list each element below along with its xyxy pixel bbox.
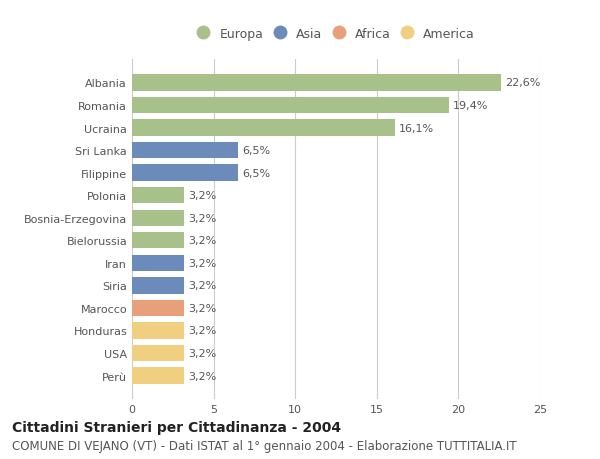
Text: 3,2%: 3,2%: [188, 371, 217, 381]
Text: 3,2%: 3,2%: [188, 348, 217, 358]
Text: 3,2%: 3,2%: [188, 303, 217, 313]
Bar: [132, 120, 395, 136]
Bar: [132, 255, 184, 271]
Bar: [132, 165, 238, 181]
Bar: [132, 345, 184, 361]
Bar: [132, 188, 184, 204]
Bar: [132, 323, 184, 339]
Text: 3,2%: 3,2%: [188, 213, 217, 223]
Text: 16,1%: 16,1%: [399, 123, 434, 133]
Text: 3,2%: 3,2%: [188, 258, 217, 268]
Text: 6,5%: 6,5%: [242, 168, 270, 178]
Legend: Europa, Asia, Africa, America: Europa, Asia, Africa, America: [194, 25, 478, 43]
Bar: [132, 210, 184, 226]
Text: Cittadini Stranieri per Cittadinanza - 2004: Cittadini Stranieri per Cittadinanza - 2…: [12, 420, 341, 434]
Text: 3,2%: 3,2%: [188, 281, 217, 291]
Bar: [132, 233, 184, 249]
Text: 3,2%: 3,2%: [188, 326, 217, 336]
Text: 6,5%: 6,5%: [242, 146, 270, 156]
Bar: [132, 143, 238, 159]
Bar: [132, 368, 184, 384]
Bar: [132, 98, 449, 114]
Bar: [132, 278, 184, 294]
Bar: [132, 300, 184, 316]
Text: 19,4%: 19,4%: [452, 101, 488, 111]
Text: COMUNE DI VEJANO (VT) - Dati ISTAT al 1° gennaio 2004 - Elaborazione TUTTITALIA.: COMUNE DI VEJANO (VT) - Dati ISTAT al 1°…: [12, 439, 517, 452]
Text: 22,6%: 22,6%: [505, 78, 540, 88]
Bar: [132, 75, 501, 91]
Text: 3,2%: 3,2%: [188, 236, 217, 246]
Text: 3,2%: 3,2%: [188, 191, 217, 201]
